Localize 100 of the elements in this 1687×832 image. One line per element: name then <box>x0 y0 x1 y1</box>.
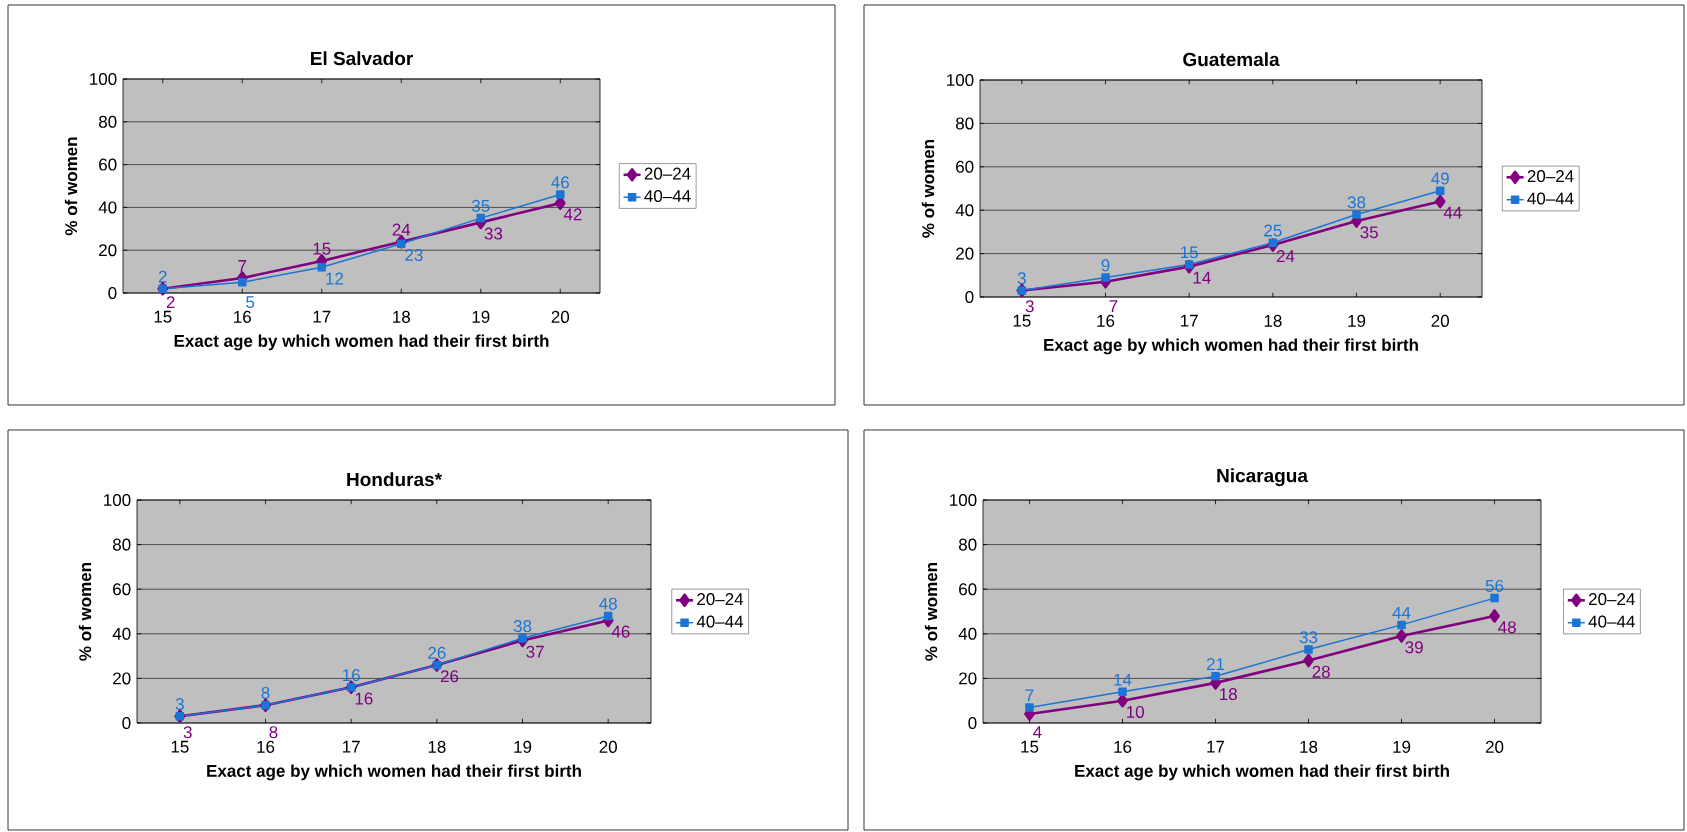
y-tick-label: 20 <box>113 672 131 685</box>
x-axis-title: Exact age by which women had their first birth <box>1075 764 1449 781</box>
data-label: 56 <box>1485 579 1504 592</box>
data-label: 48 <box>599 597 617 610</box>
chart-title: El Salvador <box>311 51 413 66</box>
data-label: 3 <box>175 698 184 711</box>
data-label: 4 <box>1033 726 1042 738</box>
x-tick-label: 16 <box>257 740 275 753</box>
data-label: 10 <box>1127 705 1144 718</box>
x-tick-label: 16 <box>234 310 251 323</box>
x-tick-label: 18 <box>1264 314 1282 327</box>
data-label: 44 <box>1392 606 1411 619</box>
y-tick-label: 20 <box>956 247 974 260</box>
data-label: 49 <box>1431 172 1449 185</box>
x-tick-label: 17 <box>313 310 331 323</box>
data-label: 14 <box>1193 271 1211 284</box>
data-label: 38 <box>1347 196 1366 209</box>
x-tick-label: 19 <box>1348 314 1366 327</box>
legend-label: 40–44 <box>696 615 744 628</box>
data-label: 28 <box>1312 665 1330 678</box>
x-tick-label: 19 <box>472 310 490 323</box>
data-label: 25 <box>1264 224 1282 237</box>
y-tick-label: 80 <box>112 538 131 551</box>
data-label: 48 <box>1498 621 1516 634</box>
x-tick-label: 17 <box>343 740 360 753</box>
legend-label: 40–44 <box>1527 192 1574 205</box>
y-tick-label: 80 <box>98 115 117 128</box>
data-label: 33 <box>484 227 503 240</box>
x-tick-label: 20 <box>1431 314 1449 327</box>
data-label: 46 <box>611 625 630 638</box>
y-tick-label: 40 <box>958 627 977 640</box>
data-label: 8 <box>261 686 270 699</box>
data-label: 24 <box>392 223 411 236</box>
y-tick-label: 0 <box>122 716 131 730</box>
legend-label: 20–24 <box>644 167 691 180</box>
data-label: 38 <box>513 620 532 633</box>
x-tick-label: 15 <box>1013 314 1031 327</box>
x-tick-label: 20 <box>551 310 570 323</box>
x-axis-title: Exact age by which women had their first birth <box>207 764 581 781</box>
y-tick-label: 40 <box>98 201 117 214</box>
legend-label: 20–24 <box>1527 170 1574 183</box>
y-tick-label: 100 <box>947 73 974 87</box>
data-label: 7 <box>1025 689 1034 702</box>
data-label: 46 <box>551 176 569 189</box>
chart-title: Honduras* <box>347 472 443 487</box>
x-axis-title: Exact age by which women had their first birth <box>1044 338 1418 355</box>
data-label: 2 <box>158 270 167 283</box>
y-tick-label: 100 <box>104 493 131 507</box>
data-label: 21 <box>1206 658 1225 670</box>
data-label: 23 <box>405 248 423 262</box>
x-tick-label: 19 <box>1393 740 1411 753</box>
legend-label: 20–24 <box>1588 593 1635 606</box>
x-tick-label: 15 <box>1021 740 1039 753</box>
data-label: 18 <box>1220 688 1237 701</box>
data-label: 3 <box>1025 300 1034 313</box>
x-tick-label: 15 <box>171 740 189 753</box>
x-tick-label: 18 <box>1300 740 1318 753</box>
data-label: 7 <box>238 260 247 272</box>
data-label: 12 <box>326 272 344 285</box>
y-tick-label: 20 <box>99 244 117 257</box>
x-tick-label: 17 <box>1207 740 1225 753</box>
x-tick-label: 18 <box>428 740 446 753</box>
x-axis-title: Exact age by which women had their first birth <box>174 334 549 351</box>
x-tick-label: 17 <box>1181 314 1198 327</box>
data-label: 3 <box>1017 272 1026 285</box>
data-label: 15 <box>313 242 331 255</box>
data-label: 26 <box>440 670 459 683</box>
data-label: 2 <box>166 296 175 309</box>
data-label: 39 <box>1405 641 1423 654</box>
data-label: 24 <box>1276 250 1295 262</box>
y-tick-label: 80 <box>958 538 977 551</box>
legend-label: 40–44 <box>644 189 691 203</box>
data-label: 9 <box>1101 259 1110 272</box>
data-label: 3 <box>183 726 192 739</box>
y-tick-label: 0 <box>108 286 117 300</box>
data-label: 35 <box>1360 226 1378 239</box>
y-axis-title: % of women <box>921 139 935 238</box>
x-tick-label: 20 <box>1485 740 1504 753</box>
y-tick-label: 0 <box>965 290 974 304</box>
data-label: 42 <box>563 208 582 221</box>
y-tick-label: 100 <box>90 72 117 86</box>
data-label: 26 <box>428 646 446 659</box>
data-label: 7 <box>1109 300 1118 312</box>
x-tick-label: 20 <box>599 740 617 753</box>
y-tick-label: 0 <box>968 716 977 730</box>
x-tick-label: 18 <box>393 310 410 323</box>
legend-label: 20–24 <box>697 593 744 606</box>
y-tick-label: 60 <box>113 583 131 596</box>
data-label: 5 <box>246 296 255 309</box>
legend-label: 40–44 <box>1588 615 1635 628</box>
data-label: 33 <box>1299 631 1318 644</box>
chart-title: Guatemala <box>1183 52 1280 67</box>
y-axis-title: % of women <box>64 137 78 236</box>
y-tick-label: 80 <box>955 117 974 130</box>
x-tick-label: 19 <box>514 740 532 753</box>
x-tick-label: 15 <box>154 310 172 323</box>
y-tick-label: 100 <box>950 493 977 507</box>
y-tick-label: 40 <box>955 204 974 217</box>
data-label: 16 <box>355 692 373 705</box>
y-tick-label: 40 <box>112 627 131 640</box>
